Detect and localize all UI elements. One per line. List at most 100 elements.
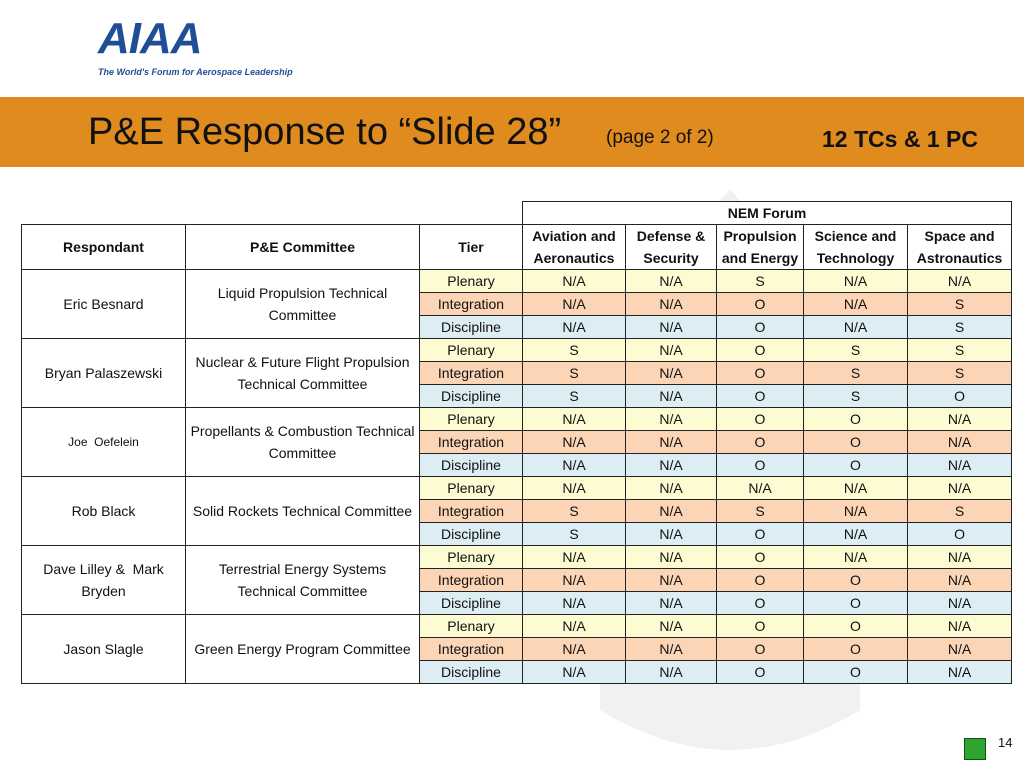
cell: N/A [522, 315, 626, 339]
cell: S [522, 522, 626, 546]
cell: N/A [522, 545, 626, 569]
cell: S [803, 338, 908, 362]
committee: Terrestrial Energy Systems Technical Com… [185, 545, 420, 615]
cell: N/A [803, 476, 908, 500]
committee: Nuclear & Future Flight Propulsion Techn… [185, 338, 420, 408]
data-row: Integration N/A N/A O O N/A [22, 430, 1013, 454]
committee: Liquid Propulsion Technical Committee [185, 269, 420, 339]
cell: O [716, 361, 804, 385]
group-header-row: NEM Forum [21, 201, 1013, 225]
cell: O [716, 384, 804, 408]
cell: O [803, 407, 908, 431]
cell: N/A [625, 545, 717, 569]
cell: N/A [625, 361, 717, 385]
data-row: Discipline S N/A O N/A O [22, 522, 1013, 546]
respondent: Joe Oefelein [21, 407, 186, 477]
data-row: Dave Lilley & Mark Bryden Terrestrial Ene… [21, 545, 1013, 615]
tier: Integration [419, 292, 523, 316]
blank-cell [21, 201, 523, 225]
subtitle: (page 2 of 2) [606, 127, 714, 148]
cell: O [803, 637, 908, 661]
cell: N/A [906, 614, 1013, 638]
cell: N/A [803, 315, 908, 339]
cell: N/A [906, 453, 1013, 477]
cell: N/A [625, 338, 717, 362]
logo-tagline: The World's Forum for Aerospace Leadersh… [98, 67, 293, 77]
return-icon[interactable] [964, 738, 986, 760]
data-row: Rob Black Solid Rockets Technical Committ… [21, 476, 1013, 546]
cell: O [716, 338, 804, 362]
cell: N/A [716, 476, 804, 500]
cell: N/A [906, 407, 1013, 431]
cell: O [803, 614, 908, 638]
column-header: Space and Astronautics [906, 224, 1013, 270]
cell: O [716, 591, 804, 615]
cell: O [803, 660, 908, 684]
cell: N/A [625, 430, 717, 454]
column-header: Respondant [21, 224, 186, 270]
cell: S [522, 361, 626, 385]
tier: Integration [419, 499, 523, 523]
tier: Discipline [419, 453, 523, 477]
data-row: Discipline N/A N/A O O N/A [22, 591, 1013, 615]
cell: O [803, 568, 908, 592]
title: P&E Response to “Slide 28” [88, 111, 562, 153]
respondent: Rob Black [21, 476, 186, 546]
cell: S [803, 361, 908, 385]
cell: N/A [803, 269, 908, 293]
cell: N/A [522, 660, 626, 684]
tier: Discipline [419, 315, 523, 339]
cell: N/A [625, 453, 717, 477]
respondent: Dave Lilley & Mark Bryden [21, 545, 186, 615]
tier: Plenary [419, 476, 523, 500]
cell: N/A [522, 568, 626, 592]
cell: S [716, 269, 804, 293]
cell: N/A [522, 292, 626, 316]
header-row: Respondant P&E Committee Tier Aviation and … [21, 224, 1013, 270]
cell: S [906, 499, 1013, 523]
respondent: Eric Besnard [21, 269, 186, 339]
cell: S [522, 499, 626, 523]
cell: N/A [906, 476, 1013, 500]
cell: S [906, 361, 1013, 385]
tier: Integration [419, 637, 523, 661]
cell: N/A [625, 476, 717, 500]
tier: Plenary [419, 614, 523, 638]
tier: Discipline [419, 591, 523, 615]
cell: O [716, 315, 804, 339]
cell: N/A [803, 545, 908, 569]
data-row: Eric Besnard Liquid Propulsion Technical … [21, 269, 1013, 339]
cell: N/A [803, 499, 908, 523]
cell: N/A [625, 637, 717, 661]
cell: S [906, 315, 1013, 339]
cell: N/A [522, 591, 626, 615]
cell: N/A [625, 407, 717, 431]
column-header: Propulsion and Energy [716, 224, 804, 270]
data-row: Joe Oefelein Propellants & Combustion Tec… [21, 407, 1013, 477]
tier: Integration [419, 430, 523, 454]
cell: N/A [803, 292, 908, 316]
cell: N/A [906, 568, 1013, 592]
cell: O [716, 660, 804, 684]
cell: O [803, 591, 908, 615]
cell: N/A [625, 292, 717, 316]
cell: N/A [625, 269, 717, 293]
cell: S [906, 338, 1013, 362]
cell: N/A [906, 591, 1013, 615]
tier: Plenary [419, 545, 523, 569]
cell: O [906, 384, 1013, 408]
cell: N/A [625, 614, 717, 638]
cell: N/A [522, 637, 626, 661]
cell: N/A [522, 614, 626, 638]
tier: Discipline [419, 660, 523, 684]
cell: O [716, 545, 804, 569]
cell: S [803, 384, 908, 408]
cell: N/A [625, 384, 717, 408]
page-number: 14 [998, 735, 1013, 750]
cell: N/A [522, 269, 626, 293]
cell: N/A [522, 407, 626, 431]
cell: O [716, 407, 804, 431]
cell: N/A [803, 522, 908, 546]
data-row: Integration S N/A O S S [22, 361, 1013, 385]
